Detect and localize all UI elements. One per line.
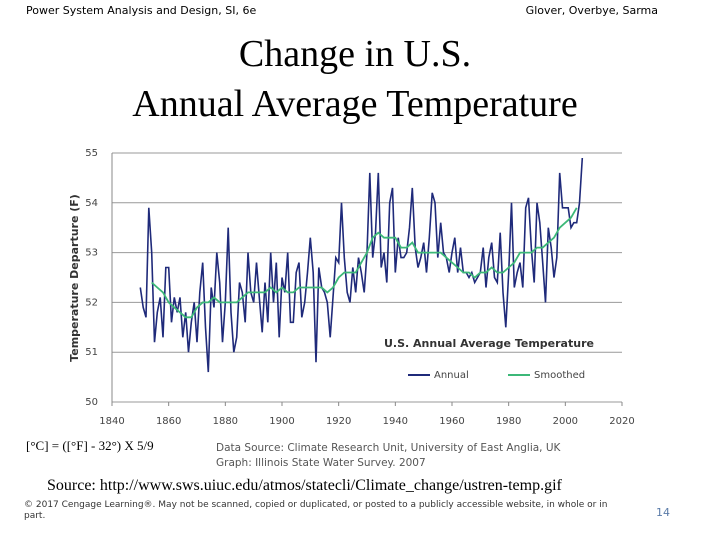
y-tick-label: 51 bbox=[85, 347, 98, 358]
data-source: Data Source: Climate Research Unit, Univ… bbox=[216, 442, 562, 454]
data-source: Graph: Illinois State Water Survey. 2007 bbox=[216, 457, 426, 469]
conversion: [°C] = ([°F] - 32°) X 5/9 bbox=[26, 438, 154, 453]
slide-title: Annual Average Temperature bbox=[132, 83, 577, 125]
x-tick-label: 1920 bbox=[326, 416, 351, 427]
copyright: © 2017 Cengage Learning®. May not be sca… bbox=[24, 500, 608, 521]
y-tick-label: 52 bbox=[85, 297, 98, 308]
y-tick-label: 53 bbox=[85, 248, 98, 259]
header-right: Glover, Overbye, Sarma bbox=[526, 4, 658, 17]
x-tick-label: 1840 bbox=[99, 416, 124, 427]
x-tick-label: 1860 bbox=[156, 416, 181, 427]
legend-label: Smoothed bbox=[534, 370, 585, 381]
chart-title: U.S. Annual Average Temperature bbox=[384, 337, 594, 350]
header-left: Power System Analysis and Design, SI, 6e bbox=[26, 4, 256, 17]
y-tick-label: 54 bbox=[85, 198, 98, 209]
series-line bbox=[151, 207, 578, 319]
source: Source: http://www.sws.uiuc.edu/atmos/st… bbox=[47, 477, 563, 494]
y-tick-label: 55 bbox=[85, 148, 98, 159]
series-line bbox=[139, 157, 584, 373]
x-tick-label: 1900 bbox=[269, 416, 294, 427]
page-number: 14 bbox=[656, 506, 670, 519]
x-tick-label: 2020 bbox=[609, 416, 634, 427]
x-tick-label: 2000 bbox=[553, 416, 578, 427]
copyright-box: © 2017 Cengage Learning®. May not be sca… bbox=[24, 500, 608, 521]
x-tick-label: 1980 bbox=[496, 416, 521, 427]
x-tick-label: 1940 bbox=[383, 416, 408, 427]
x-tick-label: 1880 bbox=[213, 416, 238, 427]
y-axis-label: Temperature Departure (F) bbox=[68, 194, 81, 362]
y-tick-label: 50 bbox=[85, 397, 98, 408]
slide-title: Change in U.S. bbox=[239, 33, 471, 75]
legend-label: Annual bbox=[434, 370, 469, 381]
x-tick-label: 1960 bbox=[439, 416, 464, 427]
